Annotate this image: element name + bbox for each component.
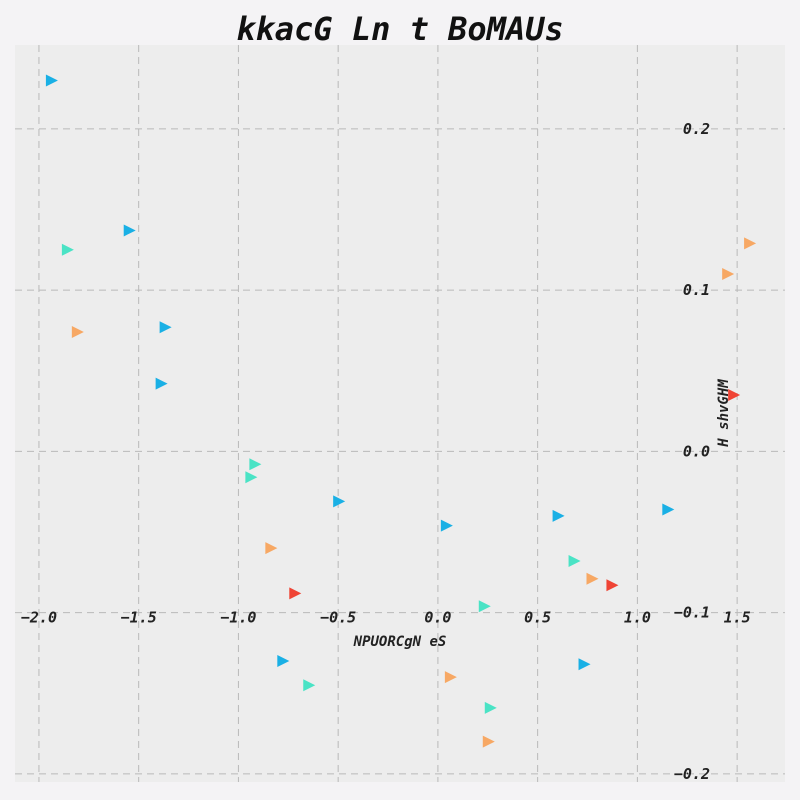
data-point-marker (333, 495, 346, 508)
data-point-marker (586, 572, 599, 585)
data-point-marker (440, 519, 453, 532)
y-tick-label: 0.0 (683, 442, 710, 460)
x-tick-label: −1.0 (220, 609, 256, 627)
data-point-marker (61, 243, 74, 256)
x-axis-label: NPUORCgN eS (353, 634, 447, 650)
x-tick-label: 0.5 (524, 609, 551, 627)
grid-lines (15, 45, 785, 782)
y-axis-label: H shvGHM (716, 379, 732, 448)
x-tick-label: −1.5 (121, 609, 157, 627)
chart-title: kkacG Ln t BoMAUs (236, 10, 564, 48)
data-point-marker (484, 701, 497, 714)
data-point-marker (728, 388, 741, 401)
data-point-marker (568, 555, 581, 568)
y-tick-label: −0.1 (674, 604, 710, 622)
data-point-marker (478, 600, 491, 613)
data-points (45, 74, 757, 748)
data-point-marker (245, 471, 258, 484)
data-point-marker (45, 74, 58, 87)
data-point-marker (159, 321, 172, 334)
data-point-marker (662, 503, 675, 516)
data-point-marker (303, 679, 316, 692)
data-point-marker (249, 458, 262, 471)
data-point-marker (277, 655, 290, 668)
data-point-marker (265, 542, 278, 555)
y-tick-label: 0.1 (683, 281, 710, 299)
data-point-marker (744, 237, 757, 250)
x-tick-label: 0.0 (424, 609, 451, 627)
data-point-marker (578, 658, 591, 671)
data-point-marker (123, 224, 136, 237)
x-tick-label: −2.0 (21, 609, 57, 627)
y-tick-label: −0.2 (674, 765, 710, 783)
data-point-marker (606, 579, 619, 592)
data-point-marker (482, 735, 495, 748)
plot-area (15, 45, 785, 782)
data-point-marker (444, 671, 457, 684)
y-tick-label: 0.2 (683, 120, 710, 138)
tick-labels: −2.0 −1.5 −1.0 −0.5 0.0 0.5 1.0 1.5 0.2 0.1 0.0 −0.… (21, 120, 751, 783)
data-point-marker (289, 587, 302, 600)
x-tick-label: −0.5 (320, 609, 356, 627)
x-tick-label: 1.0 (624, 609, 651, 627)
x-tick-label: 1.5 (724, 609, 751, 627)
data-point-marker (552, 509, 565, 522)
data-point-marker (155, 377, 168, 390)
data-point-marker (722, 268, 735, 281)
data-point-marker (71, 326, 84, 339)
